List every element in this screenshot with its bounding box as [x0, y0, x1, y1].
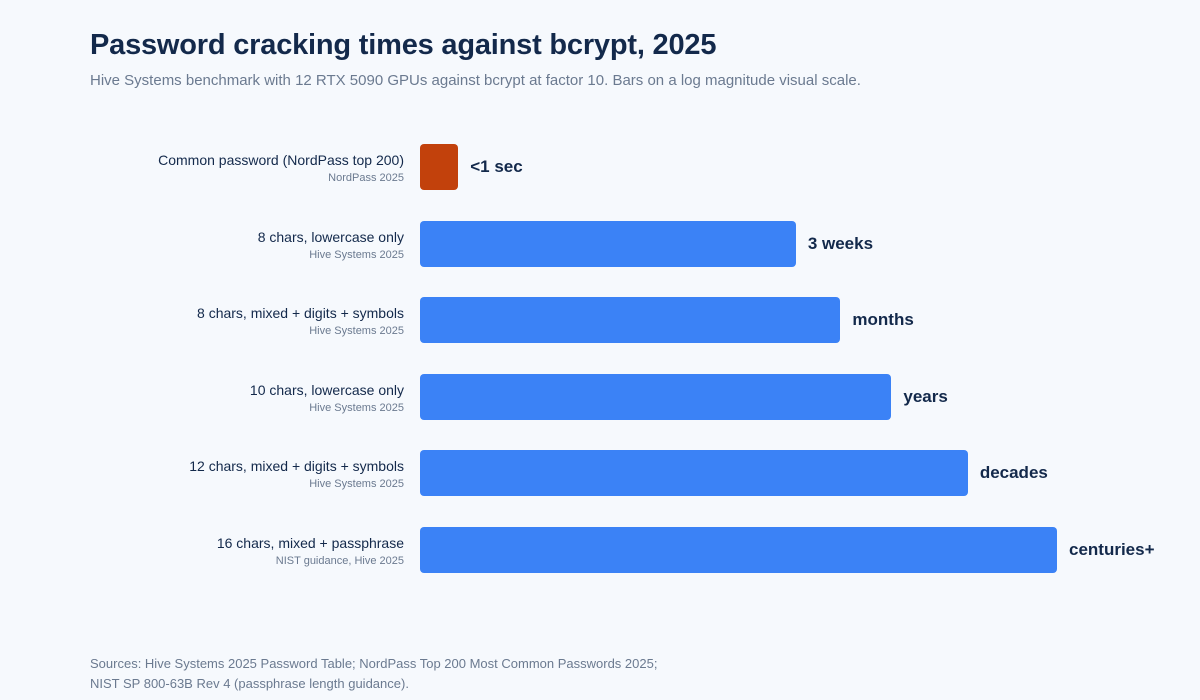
bar-value-label: 3 weeks	[807, 233, 874, 253]
category-label: 8 chars, lowercase only	[257, 228, 404, 245]
category-source: NIST guidance, Hive 2025	[275, 555, 404, 567]
category-source: Hive Systems 2025	[309, 325, 404, 338]
category-label: 12 chars, mixed + digits + symbols	[189, 458, 404, 475]
footer-line-1: Sources: Hive Systems 2025 Password Tabl…	[90, 656, 658, 671]
category-label: 10 chars, lowercase only	[249, 381, 404, 398]
bar	[420, 450, 968, 497]
chart-row: 12 chars, mixed + digits + symbols Hive S…	[0, 450, 1200, 497]
bar	[420, 220, 796, 267]
category-label-block: Common password (NordPass top 200) NordPa…	[24, 144, 404, 190]
page-title: Password cracking times against bcrypt, …	[90, 29, 717, 61]
chart-row: 8 chars, mixed + digits + symbols Hive Sy…	[0, 297, 1200, 344]
bar-value-label: years	[903, 386, 948, 406]
page-subtitle: Hive Systems benchmark with 12 RTX 5090 …	[90, 72, 861, 89]
category-label: Common password (NordPass top 200)	[158, 152, 404, 168]
category-label-block: 8 chars, lowercase only Hive Systems 2025	[24, 221, 404, 267]
footer-line-2: NIST SP 800-63B Rev 4 (passphrase length…	[90, 676, 409, 691]
bar	[420, 297, 841, 344]
bar	[420, 144, 459, 190]
category-label-block: 10 chars, lowercase only Hive Systems 202…	[24, 374, 404, 420]
category-label: 16 chars, mixed + passphrase	[216, 535, 404, 551]
chart-row: 16 chars, mixed + passphrase NIST guidanc…	[0, 527, 1200, 573]
bar-value-label: decades	[979, 463, 1048, 483]
category-label-block: 8 chars, mixed + digits + symbols Hive Sy…	[24, 297, 404, 343]
chart-row: Common password (NordPass top 200) NordPa…	[0, 144, 1200, 190]
category-label-block: 16 chars, mixed + passphrase NIST guidanc…	[24, 527, 404, 573]
category-label-block: 12 chars, mixed + digits + symbols Hive S…	[24, 450, 404, 496]
bar	[420, 527, 1057, 573]
bar	[420, 373, 892, 420]
bar-value-label: centuries+	[1069, 540, 1155, 559]
category-source: NordPass 2025	[328, 172, 404, 184]
chart-row: 8 chars, lowercase only Hive Systems 2025…	[0, 220, 1200, 267]
category-source: Hive Systems 2025	[309, 248, 404, 261]
category-source: Hive Systems 2025	[309, 401, 404, 414]
category-label: 8 chars, mixed + digits + symbols	[197, 305, 404, 322]
chart-row: 10 chars, lowercase only Hive Systems 202…	[0, 373, 1200, 420]
category-source: Hive Systems 2025	[309, 478, 404, 491]
bar-value-label: months	[852, 310, 914, 330]
sources-footer: Sources: Hive Systems 2025 Password Tabl…	[90, 654, 657, 694]
bar-value-label: <1 sec	[470, 157, 523, 176]
